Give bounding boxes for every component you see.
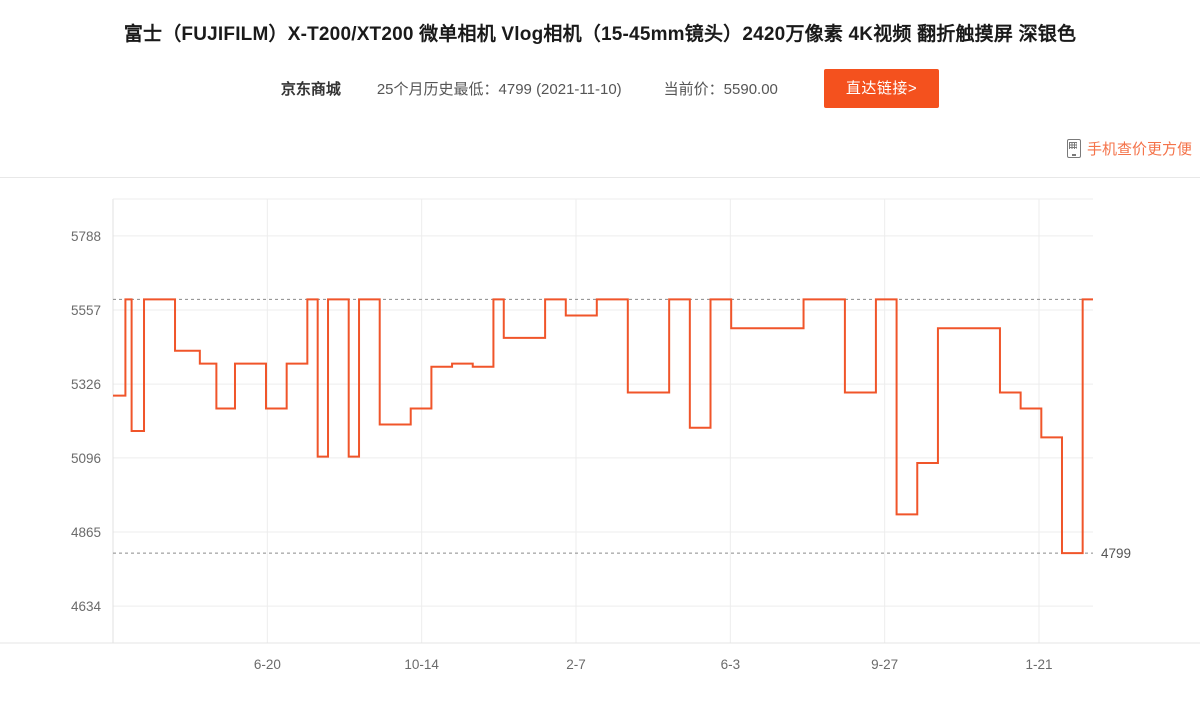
page-title: 富士（FUJIFILM）X-T200/XT200 微单相机 Vlog相机（15-…	[123, 24, 1077, 45]
x-axis-label: 2-7	[566, 657, 586, 672]
y-axis-label: 5557	[71, 303, 101, 318]
page-header: 富士（FUJIFILM）X-T200/XT200 微单相机 Vlog相机（15-…	[0, 0, 1200, 108]
mobile-query-link[interactable]: 手机查价更方便	[1066, 138, 1192, 159]
reference-value-label: 4799	[1101, 546, 1131, 561]
direct-link-button[interactable]: 直达链接>	[823, 68, 940, 108]
x-axis-label: 1-21	[1025, 657, 1052, 672]
phone-qr-icon	[1066, 139, 1081, 158]
x-axis-label: 10-14	[404, 657, 439, 672]
meta-row: 京东商城 25个月历史最低：4799 (2021-11-10) 当前价：5590…	[0, 68, 1200, 108]
header-divider	[0, 177, 1200, 178]
x-axis-label: 6-20	[254, 657, 281, 672]
y-axis-label: 4865	[71, 525, 101, 540]
current-price-text: 当前价：5590.00	[663, 80, 778, 98]
y-axis-label: 5788	[71, 229, 101, 244]
x-axis-label: 9-27	[871, 657, 898, 672]
mobile-query-label: 手机查价更方便	[1086, 141, 1192, 158]
price-line[interactable]	[113, 298, 1093, 555]
x-axis-label: 6-3	[721, 657, 741, 672]
history-low-text: 25个月历史最低：4799 (2021-11-10)	[376, 80, 622, 98]
shop-name: 京东商城	[280, 80, 341, 98]
price-chart-svg[interactable]: 5788 5557 5326 5096 4865 4634 6-20 10-14 2-7 6-3 9…	[0, 178, 1200, 705]
y-axis-label: 5326	[71, 377, 101, 392]
price-history-chart[interactable]: 5788 5557 5326 5096 4865 4634 6-20 10-14 2-7 6-3 9…	[0, 178, 1200, 705]
y-axis-label: 4634	[71, 599, 102, 614]
y-axis-label: 5096	[71, 451, 101, 466]
